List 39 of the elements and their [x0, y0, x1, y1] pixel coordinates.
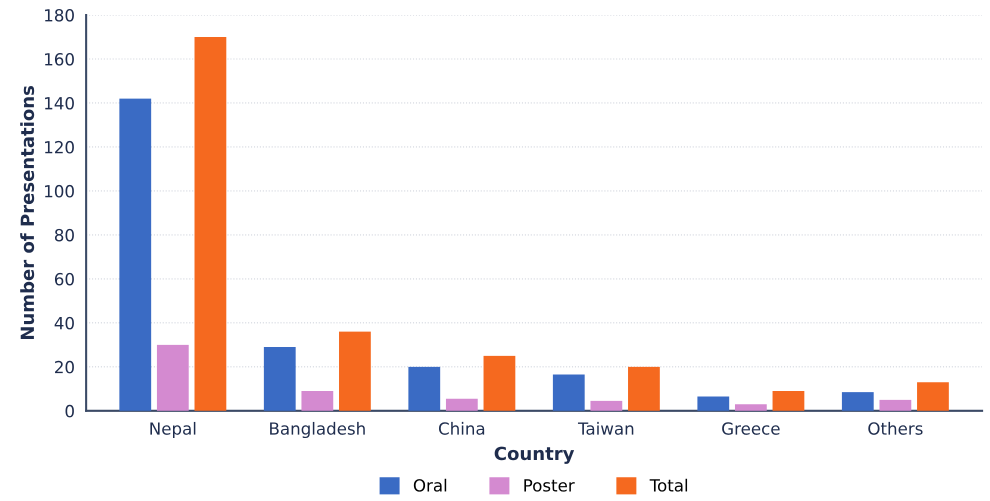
y-tick-label: 80	[54, 228, 74, 242]
x-tick-label: Bangladesh	[270, 422, 365, 438]
y-tick-label: 0	[66, 404, 74, 418]
x-tick-label: Nepal	[150, 422, 196, 438]
x-tick-label: Others	[868, 422, 923, 435]
y-tick-label: 100	[45, 184, 74, 198]
bar	[156, 344, 189, 411]
bar	[772, 391, 804, 411]
x-tick-label: China	[438, 422, 484, 435]
bar	[552, 374, 585, 411]
bar	[264, 347, 296, 411]
bar	[628, 366, 660, 411]
bar	[301, 391, 334, 411]
x-tick-label: Taiwan	[578, 422, 634, 435]
x-axis-title: Country	[494, 446, 574, 464]
bar	[408, 366, 440, 411]
bar	[194, 37, 226, 411]
bar	[484, 356, 516, 411]
y-tick-label: 140	[45, 96, 74, 110]
bar	[446, 398, 478, 411]
bar	[590, 400, 622, 411]
y-tick-label: 40	[54, 316, 74, 330]
bar	[842, 392, 874, 411]
bar	[917, 382, 949, 411]
x-tick-label: Greece	[722, 422, 780, 435]
bar	[734, 404, 767, 411]
bar	[879, 400, 912, 411]
y-tick-label: 160	[45, 52, 74, 66]
legend-label: Poster	[524, 479, 575, 492]
legend-label: Total	[650, 478, 688, 492]
y-tick-label: 60	[54, 272, 74, 286]
bar	[119, 98, 152, 411]
legend-label: Oral	[414, 478, 446, 492]
y-tick-label: 180	[45, 8, 74, 22]
bar	[339, 332, 371, 411]
y-axis-title: Number of Presentations	[20, 86, 34, 340]
y-tick-label: 120	[45, 140, 74, 154]
y-tick-label: 20	[55, 360, 74, 374]
bar	[697, 396, 730, 411]
